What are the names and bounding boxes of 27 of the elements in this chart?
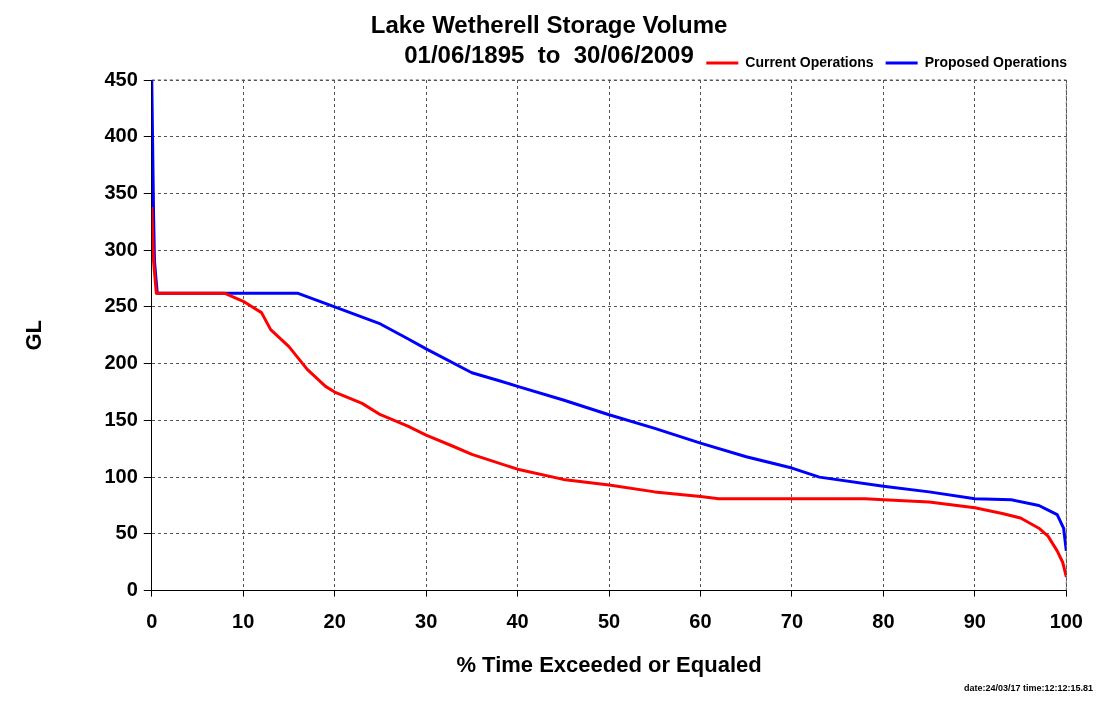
y-tick-label: 200 xyxy=(104,351,138,374)
x-tick-label: 90 xyxy=(963,610,986,633)
y-tick-label: 150 xyxy=(104,407,138,430)
y-tick-label: 400 xyxy=(104,124,138,147)
y-tick-label: 350 xyxy=(104,180,138,203)
y-tick-label: 100 xyxy=(104,464,138,487)
x-tick-label: 30 xyxy=(415,610,438,633)
x-tick-label: 0 xyxy=(146,610,158,633)
y-tick-label: 450 xyxy=(104,67,138,90)
x-tick-label: 20 xyxy=(323,610,346,633)
x-tick-label: 40 xyxy=(506,610,529,633)
y-tick-label: 0 xyxy=(126,578,138,601)
y-tick-label: 250 xyxy=(104,294,138,317)
x-tick-label: 70 xyxy=(780,610,804,633)
x-axis-title: % Time Exceeded or Equaled xyxy=(456,651,762,677)
y-tick-label: 50 xyxy=(115,521,138,544)
chart-title: Lake Wetherell Storage Volume 01/06/1895 to 30/06/2009 xyxy=(370,10,728,68)
x-tick-label: 50 xyxy=(597,610,621,633)
x-tick-label: 80 xyxy=(872,610,895,633)
y-tick-label: 300 xyxy=(104,237,138,260)
text: date:24/03/17 time:12:12:15.81 xyxy=(963,683,1093,694)
x-tick-label: 60 xyxy=(689,610,712,633)
legend-label: Proposed Operations xyxy=(924,53,1068,70)
legend-label: Current Operations xyxy=(745,53,874,70)
x-tick-label: 10 xyxy=(232,610,255,633)
y-axis-title: GL xyxy=(21,320,47,351)
x-tick-label: 100 xyxy=(1049,610,1083,633)
